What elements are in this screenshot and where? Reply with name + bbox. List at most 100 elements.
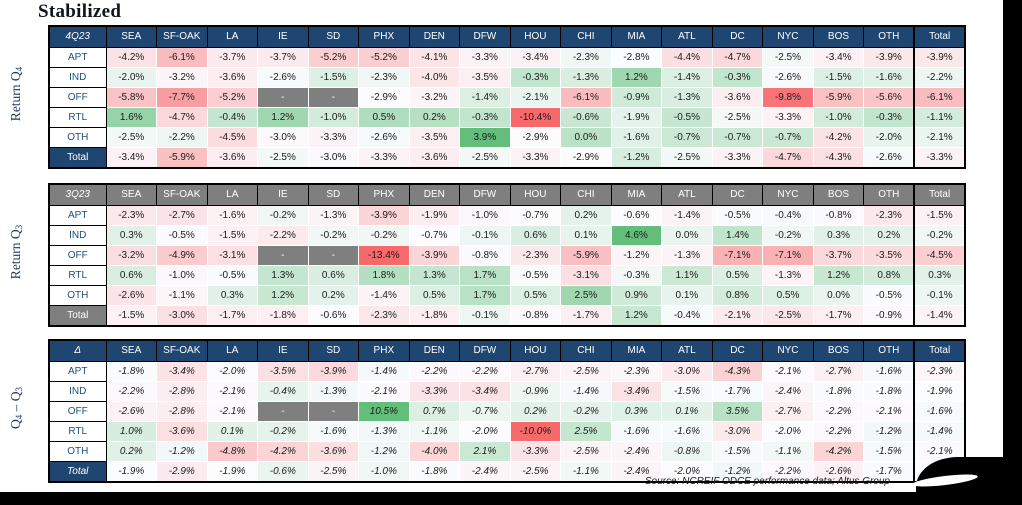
data-cell: 0.1% bbox=[560, 225, 612, 246]
data-cell: 0.6% bbox=[105, 265, 158, 286]
data-cell: -0.7% bbox=[509, 205, 562, 226]
data-cell: 0.0% bbox=[812, 285, 865, 306]
data-cell: 0.3% bbox=[206, 285, 259, 306]
data-cell: 0.7% bbox=[408, 401, 461, 422]
column-header-sf-oak: SF-OAK bbox=[156, 339, 208, 362]
data-cell: -2.3% bbox=[863, 205, 915, 226]
data-cell: -3.1% bbox=[206, 245, 259, 266]
column-header-atl: ATL bbox=[661, 339, 713, 362]
data-cell: -1.4% bbox=[661, 205, 713, 226]
column-header-dc: DC bbox=[711, 183, 764, 206]
data-cell: -3.4% bbox=[156, 361, 208, 382]
data-cell: 1.6% bbox=[105, 107, 158, 128]
data-cell: -2.5% bbox=[257, 147, 309, 169]
data-cell: -2.0% bbox=[105, 67, 158, 88]
column-header-sf-oak: SF-OAK bbox=[156, 25, 208, 48]
data-cell: -1.9% bbox=[206, 461, 259, 483]
data-cell: -1.2% bbox=[863, 421, 915, 442]
column-header-dc: DC bbox=[711, 25, 764, 48]
column-header-bos: BOS bbox=[812, 339, 865, 362]
data-cell: -0.7% bbox=[711, 127, 764, 148]
data-cell: -1.8% bbox=[812, 381, 865, 402]
data-cell: -0.3% bbox=[863, 107, 915, 128]
data-cell: -3.7% bbox=[257, 47, 309, 68]
data-cell: 0.2% bbox=[105, 441, 158, 462]
data-cell: 0.0% bbox=[661, 225, 713, 246]
logo-swoosh bbox=[911, 472, 979, 489]
q4-minus-q3-heatmap-table: Δ SEA SF-OAK LA IE SD PHX DEN DFW HOU CHI MIA ATL DC N… bbox=[48, 339, 970, 483]
column-header-chi: CHI bbox=[560, 339, 612, 362]
data-cell: 0.5% bbox=[358, 107, 410, 128]
logo-fragment bbox=[911, 457, 1008, 499]
data-cell: -0.2% bbox=[762, 225, 814, 246]
data-cell: 0.6% bbox=[307, 265, 360, 286]
data-cell: -2.5% bbox=[105, 127, 158, 148]
data-cell: -2.3% bbox=[358, 305, 410, 327]
data-cell: -0.7% bbox=[459, 401, 511, 422]
data-cell: -1.0% bbox=[307, 107, 360, 128]
data-cell: 0.0% bbox=[560, 127, 612, 148]
data-cell: 1.1% bbox=[661, 265, 713, 286]
data-cell: -4.2% bbox=[812, 127, 865, 148]
data-cell: -0.9% bbox=[863, 305, 915, 327]
table-corner-label: Δ bbox=[48, 339, 107, 362]
data-cell: -1.7% bbox=[863, 461, 915, 483]
data-cell: -7.1% bbox=[711, 245, 764, 266]
data-cell: -2.8% bbox=[156, 401, 208, 422]
data-cell: -4.0% bbox=[408, 441, 461, 462]
data-cell: -2.4% bbox=[610, 461, 663, 483]
data-cell: -0.4% bbox=[661, 305, 713, 327]
data-cell: 2.1% bbox=[459, 441, 511, 462]
column-header-hou: HOU bbox=[509, 339, 562, 362]
data-cell: -4.1% bbox=[408, 47, 461, 68]
data-cell: -0.7% bbox=[661, 127, 713, 148]
data-cell: -0.6% bbox=[560, 107, 612, 128]
data-cell: -9.8% bbox=[762, 87, 814, 108]
column-header-phx: PHX bbox=[358, 339, 410, 362]
data-cell: -1.8% bbox=[257, 305, 309, 327]
data-cell: -0.5% bbox=[156, 225, 208, 246]
data-cell: -4.7% bbox=[711, 47, 764, 68]
column-header-den: DEN bbox=[408, 25, 461, 48]
data-cell: -6.1% bbox=[156, 47, 208, 68]
row-label-ind: IND bbox=[48, 225, 107, 246]
data-cell: -1.6% bbox=[863, 361, 915, 382]
data-cell: -0.8% bbox=[812, 205, 865, 226]
column-header-oth: OTH bbox=[863, 339, 915, 362]
data-cell: -2.3% bbox=[560, 47, 612, 68]
data-cell: -1.3% bbox=[661, 245, 713, 266]
data-cell: -1.4% bbox=[913, 305, 966, 327]
row-label-rtl: RTL bbox=[48, 421, 107, 442]
column-header-ie: IE bbox=[257, 339, 309, 362]
data-cell: -1.3% bbox=[560, 67, 612, 88]
data-cell: -3.1% bbox=[560, 265, 612, 286]
data-cell: -1.4% bbox=[358, 285, 410, 306]
data-cell: 1.2% bbox=[257, 285, 309, 306]
data-cell: -2.1% bbox=[913, 441, 966, 462]
return-q4-heatmap-table: 4Q23 SEA SF-OAK LA IE SD PHX DEN DFW HOU CHI MIA ATL… bbox=[48, 25, 970, 169]
data-cell: -2.1% bbox=[206, 401, 259, 422]
data-cell: -0.5% bbox=[661, 107, 713, 128]
side-label-text: 3 bbox=[14, 224, 24, 230]
data-cell: -6.1% bbox=[913, 87, 966, 108]
data-cell: -3.4% bbox=[105, 147, 158, 169]
data-cell: -1.4% bbox=[560, 381, 612, 402]
data-cell: -2.4% bbox=[762, 381, 814, 402]
data-cell: - bbox=[307, 87, 360, 108]
data-cell: -0.9% bbox=[610, 87, 663, 108]
column-header-total: Total bbox=[913, 25, 966, 48]
data-cell: -1.0% bbox=[358, 461, 410, 483]
column-header-hou: HOU bbox=[509, 25, 562, 48]
data-cell: -0.2% bbox=[913, 225, 966, 246]
table-corner-label: 4Q23 bbox=[48, 25, 107, 48]
row-label-oth: OTH bbox=[48, 127, 107, 148]
data-cell: -2.2% bbox=[913, 67, 966, 88]
row-label-ind: IND bbox=[48, 67, 107, 88]
column-header-sea: SEA bbox=[105, 183, 158, 206]
data-cell: -2.4% bbox=[610, 441, 663, 462]
data-cell: 0.2% bbox=[307, 285, 360, 306]
data-cell: 0.3% bbox=[913, 265, 966, 286]
data-cell: -1.6% bbox=[610, 127, 663, 148]
data-cell: -3.3% bbox=[509, 147, 562, 169]
data-cell: -3.5% bbox=[257, 361, 309, 382]
